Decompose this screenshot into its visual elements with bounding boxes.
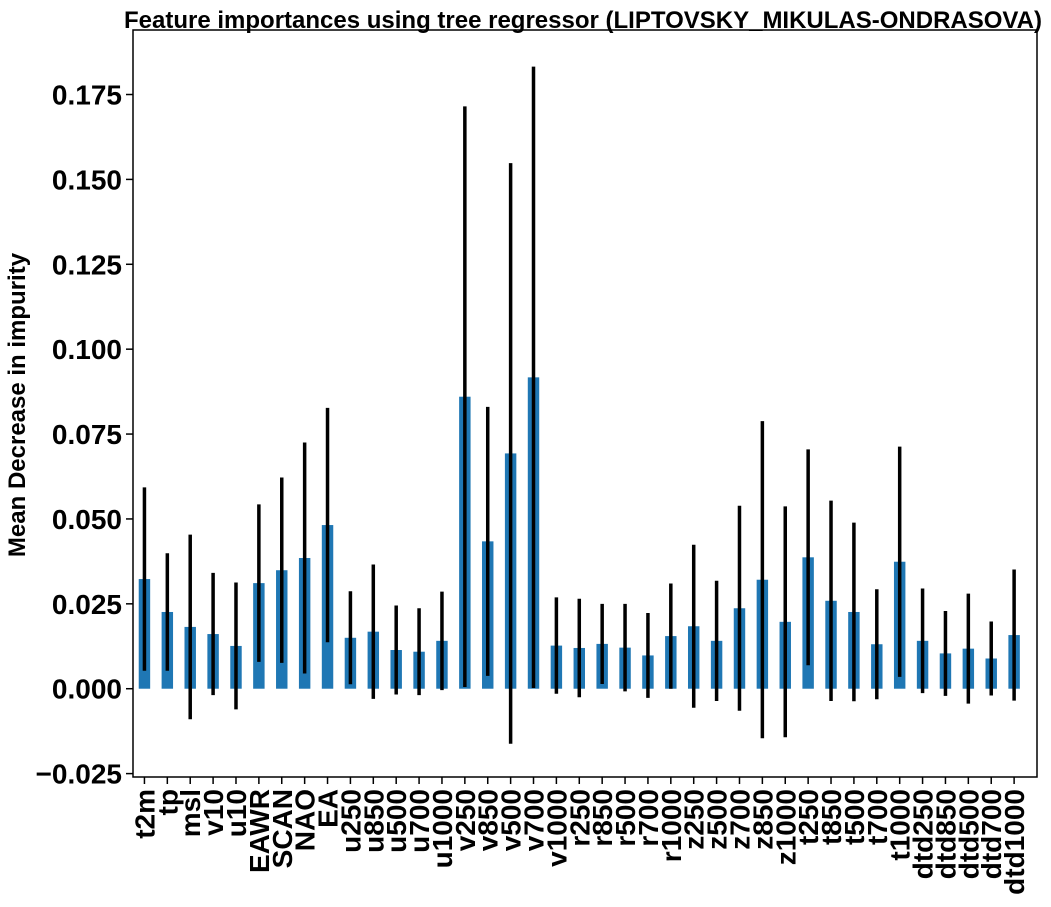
- x-tick-label-v850: v850: [473, 789, 504, 851]
- x-tick-label-r1000: r1000: [656, 789, 687, 862]
- x-tick-label-z850: z850: [747, 789, 778, 850]
- y-tick-label: 0.150: [52, 164, 122, 195]
- x-tick-label-r850: r850: [587, 789, 618, 847]
- x-tick-label-dtd700: dtd700: [976, 789, 1007, 879]
- y-tick-label: 0.050: [52, 504, 122, 535]
- x-tick-label-z500: z500: [702, 789, 733, 850]
- x-tick-label-z250: z250: [679, 789, 710, 850]
- x-tick-label-v700: v700: [519, 789, 550, 851]
- x-tick-label-dtd250: dtd250: [908, 789, 939, 879]
- x-tick-label-v250: v250: [450, 789, 481, 851]
- y-tick-label: 0.000: [52, 674, 122, 705]
- x-tick-label-dtd1000: dtd1000: [999, 789, 1030, 895]
- y-tick-label: −0.025: [36, 759, 122, 790]
- plot-frame: [132, 29, 1038, 778]
- x-tick-label-t700: t700: [862, 789, 893, 845]
- x-tick-label-v500: v500: [496, 789, 527, 851]
- x-tick-label-t2m: t2m: [129, 789, 160, 839]
- x-tick-label-r500: r500: [610, 789, 641, 847]
- y-tick-label: 0.100: [52, 334, 122, 365]
- y-axis-label: Mean Decrease in impurity: [4, 252, 31, 557]
- x-tick-label-dtd850: dtd850: [930, 789, 961, 879]
- x-tick-label-tp: tp: [152, 789, 183, 815]
- x-tick-label-NAO: NAO: [290, 789, 321, 851]
- x-tick-label-u850: u850: [358, 789, 389, 853]
- x-tick-label-t850: t850: [816, 789, 847, 845]
- x-tick-label-z700: z700: [724, 789, 755, 850]
- x-tick-label-u10: u10: [221, 789, 252, 837]
- y-tick-label: 0.075: [52, 419, 122, 450]
- x-tick-label-u1000: u1000: [427, 789, 458, 868]
- x-tick-label-u700: u700: [404, 789, 435, 853]
- x-tick-label-v1000: v1000: [541, 789, 572, 867]
- x-tick-label-t1000: t1000: [885, 789, 916, 861]
- plot-area: 0.175 0.150 0.125 0.100 0.075 0.050 0.025 0.000…: [36, 29, 1038, 895]
- y-tick-label: 0.125: [52, 249, 122, 280]
- x-tick-label-SCAN: SCAN: [267, 789, 298, 868]
- x-tick-label-u500: u500: [381, 789, 412, 853]
- x-tick-label-EA: EA: [313, 789, 344, 828]
- x-tick-label-v10: v10: [198, 789, 229, 836]
- x-tick-label-r700: r700: [633, 789, 664, 847]
- x-tick-label-EAWR: EAWR: [244, 789, 275, 873]
- x-tick-label-z1000: z1000: [770, 789, 801, 865]
- x-tick-label-r250: r250: [564, 789, 595, 847]
- x-tick-label-dtd500: dtd500: [953, 789, 984, 879]
- y-tick-label: 0.025: [52, 589, 122, 620]
- x-tick-label-msl: msl: [175, 789, 206, 837]
- x-tick-label-t500: t500: [839, 789, 870, 845]
- y-tick-label: 0.175: [52, 80, 122, 111]
- x-tick-label-t250: t250: [793, 789, 824, 845]
- x-tick-label-u250: u250: [335, 789, 366, 853]
